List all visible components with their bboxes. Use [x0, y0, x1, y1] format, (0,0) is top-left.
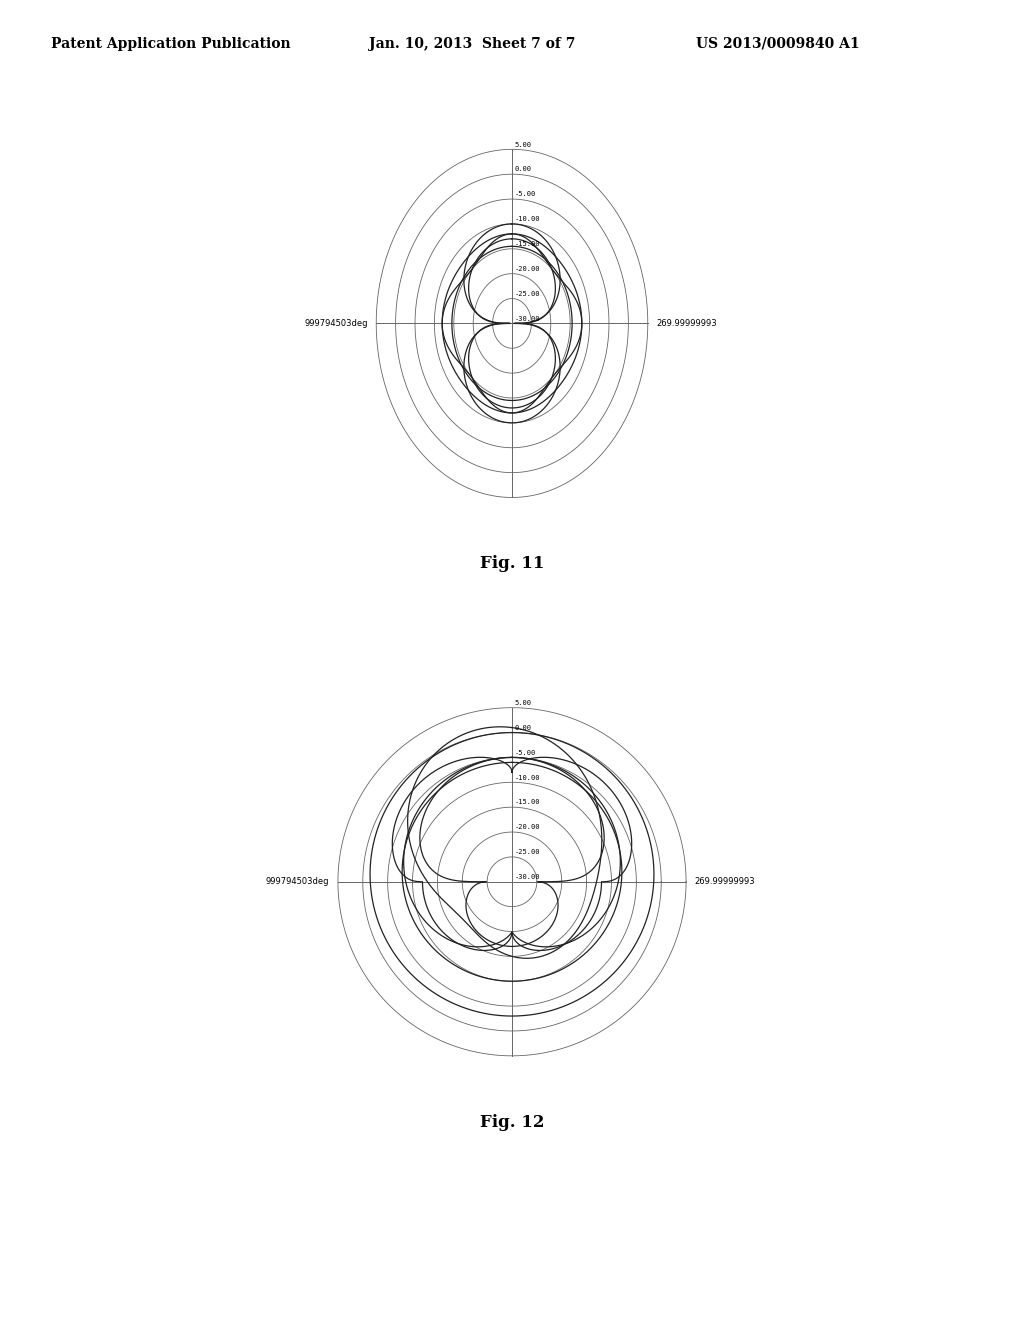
Text: -15.00: -15.00 — [515, 800, 540, 805]
Text: -10.00: -10.00 — [515, 216, 540, 222]
Text: -25.00: -25.00 — [515, 290, 540, 297]
Text: 999794503deg: 999794503deg — [265, 878, 329, 886]
Text: -5.00: -5.00 — [515, 750, 536, 755]
Text: 0.00: 0.00 — [515, 166, 531, 173]
Text: -30.00: -30.00 — [515, 315, 540, 322]
Text: Patent Application Publication: Patent Application Publication — [51, 37, 291, 51]
Text: 5.00: 5.00 — [515, 141, 531, 148]
Text: 999794503deg: 999794503deg — [304, 319, 368, 327]
Text: 5.00: 5.00 — [515, 700, 531, 706]
Text: -30.00: -30.00 — [515, 874, 540, 880]
Text: -5.00: -5.00 — [515, 191, 536, 197]
Text: Fig. 12: Fig. 12 — [480, 1114, 544, 1131]
Text: -20.00: -20.00 — [515, 265, 540, 272]
Text: -25.00: -25.00 — [515, 849, 540, 855]
Text: 269.99999993: 269.99999993 — [656, 319, 717, 327]
Text: 0.00: 0.00 — [515, 725, 531, 731]
Text: -15.00: -15.00 — [515, 242, 540, 247]
Text: -20.00: -20.00 — [515, 824, 540, 830]
Text: 269.99999993: 269.99999993 — [695, 878, 756, 886]
Text: -10.00: -10.00 — [515, 775, 540, 780]
Text: Fig. 11: Fig. 11 — [480, 556, 544, 573]
Text: US 2013/0009840 A1: US 2013/0009840 A1 — [696, 37, 860, 51]
Text: Jan. 10, 2013  Sheet 7 of 7: Jan. 10, 2013 Sheet 7 of 7 — [369, 37, 575, 51]
